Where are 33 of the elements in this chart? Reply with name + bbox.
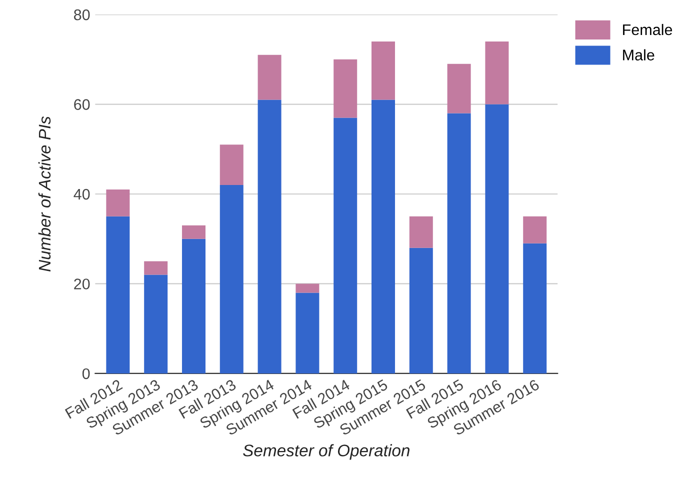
bar	[220, 144, 244, 186]
bar	[334, 118, 358, 374]
y-axis-title: Number of Active PIs	[38, 116, 51, 272]
y-tick-label: 40	[74, 188, 90, 200]
bar	[447, 64, 471, 114]
bar	[372, 100, 395, 374]
bar	[106, 216, 130, 374]
y-tick-label: 20	[74, 278, 90, 290]
bar	[523, 216, 547, 244]
bar	[485, 41, 509, 104]
bar	[334, 59, 358, 118]
bar	[106, 190, 130, 216]
bar	[372, 41, 395, 100]
bar	[485, 104, 509, 374]
x-axis-title: Semester of Operation	[243, 444, 410, 460]
y-tick-label: 60	[74, 99, 90, 110]
bar	[182, 238, 206, 374]
legend-label: Male	[623, 49, 654, 60]
bar	[258, 54, 282, 100]
bar	[144, 261, 168, 275]
bar	[258, 100, 282, 374]
bar	[182, 225, 206, 239]
bar	[296, 292, 320, 374]
bar	[220, 185, 244, 374]
y-tick-label: 0	[82, 368, 90, 380]
bar	[523, 243, 547, 374]
bar	[409, 216, 433, 248]
bar	[409, 248, 433, 374]
bar	[144, 274, 168, 374]
legend-label: Female	[623, 24, 672, 36]
bar	[296, 284, 320, 293]
y-tick-label: 80	[74, 9, 90, 20]
bar	[447, 113, 471, 374]
